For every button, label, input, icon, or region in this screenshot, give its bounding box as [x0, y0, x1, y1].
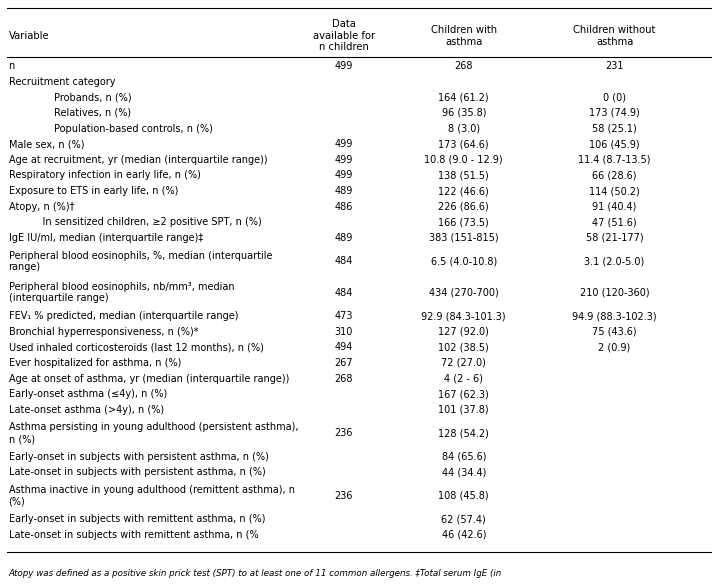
Text: Relatives, n (%): Relatives, n (%) [55, 108, 132, 118]
Text: 499: 499 [335, 171, 353, 181]
Text: 210 (120-360): 210 (120-360) [580, 288, 649, 298]
Text: Variable: Variable [9, 31, 49, 41]
Text: Data
available for
n children: Data available for n children [313, 19, 375, 52]
Text: In sensitized children, ≥2 positive SPT, n (%): In sensitized children, ≥2 positive SPT,… [29, 218, 262, 228]
Text: Children without
asthma: Children without asthma [573, 25, 656, 46]
Text: 231: 231 [605, 61, 624, 71]
Text: 96 (35.8): 96 (35.8) [441, 108, 486, 118]
Text: Late-onset in subjects with persistent asthma, n (%): Late-onset in subjects with persistent a… [9, 467, 265, 477]
Text: 47 (51.6): 47 (51.6) [592, 218, 637, 228]
Text: 164 (61.2): 164 (61.2) [439, 92, 489, 102]
Text: IgE IU/ml, median (interquartile range)‡: IgE IU/ml, median (interquartile range)‡ [9, 233, 203, 243]
Text: Atopy was defined as a positive skin prick test (SPT) to at least one of 11 comm: Atopy was defined as a positive skin pri… [9, 569, 502, 578]
Text: 499: 499 [335, 155, 353, 165]
Text: 484: 484 [335, 288, 353, 298]
Text: 72 (27.0): 72 (27.0) [441, 358, 486, 368]
Text: 489: 489 [335, 233, 353, 243]
Text: Asthma inactive in young adulthood (remittent asthma), n
(%): Asthma inactive in young adulthood (remi… [9, 485, 295, 506]
Text: Asthma persisting in young adulthood (persistent asthma),
n (%): Asthma persisting in young adulthood (pe… [9, 422, 298, 444]
Text: 489: 489 [335, 186, 353, 196]
Text: 138 (51.5): 138 (51.5) [439, 171, 489, 181]
Text: 434 (270-700): 434 (270-700) [429, 288, 499, 298]
Text: 3.1 (2.0-5.0): 3.1 (2.0-5.0) [585, 256, 645, 266]
Text: Age at onset of asthma, yr (median (interquartile range)): Age at onset of asthma, yr (median (inte… [9, 373, 289, 383]
Text: Peripheral blood eosinophils, %, median (interquartile
range): Peripheral blood eosinophils, %, median … [9, 250, 272, 272]
Text: 66 (28.6): 66 (28.6) [592, 171, 637, 181]
Text: 114 (50.2): 114 (50.2) [589, 186, 640, 196]
Text: 167 (62.3): 167 (62.3) [439, 389, 489, 399]
Text: Male sex, n (%): Male sex, n (%) [9, 139, 84, 149]
Text: 46 (42.6): 46 (42.6) [441, 530, 486, 540]
Text: 473: 473 [335, 311, 353, 321]
Text: 267: 267 [334, 358, 353, 368]
Text: 268: 268 [454, 61, 473, 71]
Text: 44 (34.4): 44 (34.4) [441, 467, 486, 477]
Text: Population-based controls, n (%): Population-based controls, n (%) [55, 123, 214, 133]
Text: Recruitment category: Recruitment category [9, 77, 115, 87]
Text: 128 (54.2): 128 (54.2) [439, 428, 489, 438]
Text: 127 (92.0): 127 (92.0) [439, 327, 489, 337]
Text: 58 (25.1): 58 (25.1) [592, 123, 637, 133]
Text: 8 (3.0): 8 (3.0) [448, 123, 480, 133]
Text: 0 (0): 0 (0) [603, 92, 626, 102]
Text: 62 (57.4): 62 (57.4) [441, 514, 486, 524]
Text: 10.8 (9.0 - 12.9): 10.8 (9.0 - 12.9) [424, 155, 503, 165]
Text: 106 (45.9): 106 (45.9) [590, 139, 640, 149]
Text: 122 (46.6): 122 (46.6) [439, 186, 489, 196]
Text: 236: 236 [335, 491, 353, 501]
Text: 84 (65.6): 84 (65.6) [441, 452, 486, 462]
Text: Early-onset in subjects with persistent asthma, n (%): Early-onset in subjects with persistent … [9, 452, 268, 462]
Text: 2 (0.9): 2 (0.9) [598, 342, 631, 352]
Text: 166 (73.5): 166 (73.5) [439, 218, 489, 228]
Text: Late-onset in subjects with remittent asthma, n (%: Late-onset in subjects with remittent as… [9, 530, 258, 540]
Text: Late-onset asthma (>4y), n (%): Late-onset asthma (>4y), n (%) [9, 405, 164, 415]
Text: 6.5 (4.0-10.8): 6.5 (4.0-10.8) [431, 256, 497, 266]
Text: FEV₁ % predicted, median (interquartile range): FEV₁ % predicted, median (interquartile … [9, 311, 238, 321]
Text: 268: 268 [335, 373, 353, 383]
Text: 499: 499 [335, 61, 353, 71]
Text: 101 (37.8): 101 (37.8) [439, 405, 489, 415]
Text: 236: 236 [335, 428, 353, 438]
Text: 310: 310 [335, 327, 353, 337]
Text: Early-onset asthma (≤4y), n (%): Early-onset asthma (≤4y), n (%) [9, 389, 167, 399]
Text: 94.9 (88.3-102.3): 94.9 (88.3-102.3) [572, 311, 657, 321]
Text: 173 (64.6): 173 (64.6) [439, 139, 489, 149]
Text: Exposure to ETS in early life, n (%): Exposure to ETS in early life, n (%) [9, 186, 178, 196]
Text: 11.4 (8.7-13.5): 11.4 (8.7-13.5) [578, 155, 651, 165]
Text: 108 (45.8): 108 (45.8) [439, 491, 489, 501]
Text: Early-onset in subjects with remittent asthma, n (%): Early-onset in subjects with remittent a… [9, 514, 265, 524]
Text: 102 (38.5): 102 (38.5) [439, 342, 489, 352]
Text: 92.9 (84.3-101.3): 92.9 (84.3-101.3) [421, 311, 506, 321]
Text: 486: 486 [335, 202, 353, 212]
Text: Peripheral blood eosinophils, nb/mm³, median
(interquartile range): Peripheral blood eosinophils, nb/mm³, me… [9, 282, 234, 303]
Text: 499: 499 [335, 139, 353, 149]
Text: Atopy, n (%)†: Atopy, n (%)† [9, 202, 74, 212]
Text: 494: 494 [335, 342, 353, 352]
Text: 173 (74.9): 173 (74.9) [589, 108, 640, 118]
Text: 484: 484 [335, 256, 353, 266]
Text: Age at recruitment, yr (median (interquartile range)): Age at recruitment, yr (median (interqua… [9, 155, 267, 165]
Text: Bronchial hyperresponsiveness, n (%)*: Bronchial hyperresponsiveness, n (%)* [9, 327, 198, 337]
Text: 226 (86.6): 226 (86.6) [439, 202, 489, 212]
Text: Children with
asthma: Children with asthma [431, 25, 497, 46]
Text: 91 (40.4): 91 (40.4) [592, 202, 637, 212]
Text: Probands, n (%): Probands, n (%) [55, 92, 132, 102]
Text: 4 (2 - 6): 4 (2 - 6) [444, 373, 483, 383]
Text: 75 (43.6): 75 (43.6) [592, 327, 637, 337]
Text: n: n [9, 61, 15, 71]
Text: Ever hospitalized for asthma, n (%): Ever hospitalized for asthma, n (%) [9, 358, 181, 368]
Text: 58 (21-177): 58 (21-177) [586, 233, 644, 243]
Text: 383 (151-815): 383 (151-815) [429, 233, 498, 243]
Text: Used inhaled corticosteroids (last 12 months), n (%): Used inhaled corticosteroids (last 12 mo… [9, 342, 263, 352]
Text: Respiratory infection in early life, n (%): Respiratory infection in early life, n (… [9, 171, 201, 181]
